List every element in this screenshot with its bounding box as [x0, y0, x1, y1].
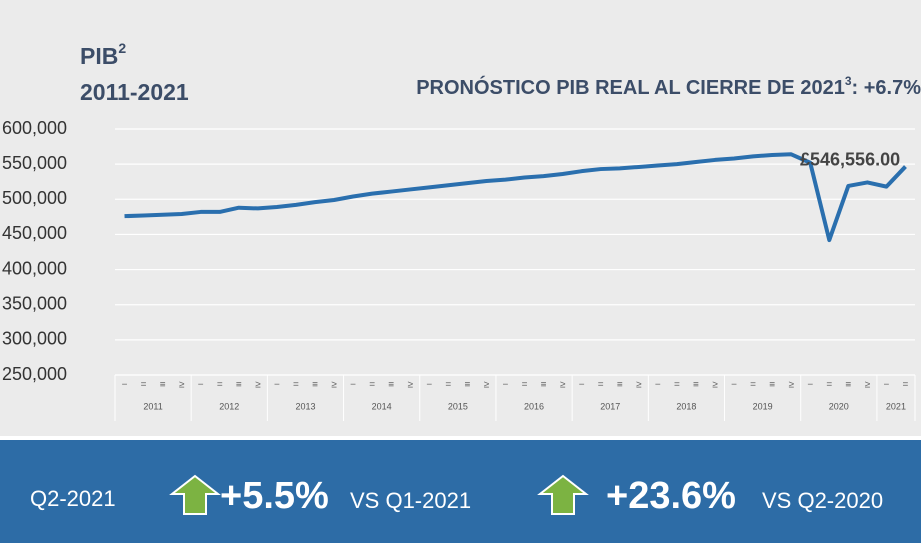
x-tick-label: ≡	[388, 380, 394, 391]
x-tick-label: ≡	[160, 380, 166, 391]
year-label: 2013	[295, 401, 315, 411]
y-tick-label: 500,000	[2, 188, 67, 208]
line	[124, 152, 907, 243]
footer-period: Q2-2021	[30, 486, 116, 511]
y-tick-label: 600,000	[2, 118, 67, 138]
x-tick-label: −	[503, 380, 509, 391]
annotation: PRONÓSTICO PIB REAL AL CIERRE DE 20213: …	[416, 74, 921, 99]
x-tick-label: ≥	[484, 380, 490, 391]
x-tick-label: −	[350, 380, 356, 391]
x-tick-label: ≥	[560, 380, 566, 391]
chart-subtitle: 2011-2021	[80, 79, 189, 105]
year-label: 2014	[372, 401, 392, 411]
footer-vs: VS Q1-2021	[350, 488, 471, 513]
x-tick-label: ≡	[312, 380, 318, 391]
x-tick-label: =	[293, 380, 299, 391]
y-tick-label: 400,000	[2, 258, 67, 278]
x-tick-label: ≡	[464, 380, 470, 391]
footer-change: +23.6%	[606, 475, 736, 517]
x-tick-label: −	[274, 380, 280, 391]
x-tick-label: −	[807, 380, 813, 391]
annotation-value: : +6.7%	[852, 77, 921, 99]
x-tick-label: ≡	[693, 380, 699, 391]
y-tick-label: 550,000	[2, 153, 67, 173]
footer-band	[0, 440, 921, 543]
up-arrow	[169, 474, 221, 515]
x-tick-label: =	[826, 380, 832, 391]
x-tick-label: =	[522, 380, 528, 391]
x-tick-label: −	[884, 380, 890, 391]
title-sup: 2	[118, 40, 126, 56]
year-label: 2016	[524, 401, 544, 411]
x-tick-label: ≥	[636, 380, 642, 391]
x-tick-label: −	[731, 380, 737, 391]
y-tick-label: 300,000	[2, 329, 67, 349]
x-tick-label: ≡	[541, 380, 547, 391]
chart-title: PIB	[80, 43, 118, 69]
year-label: 2020	[829, 401, 849, 411]
annotation-sup: 3	[845, 74, 852, 88]
x-tick-label: −	[122, 380, 128, 391]
up-arrow	[537, 474, 589, 515]
y-tick-label: 350,000	[2, 293, 67, 313]
plot: 250,000 300,000 350,000 400,000 450,000 500,0…	[2, 118, 916, 421]
x-tick-label: =	[141, 380, 147, 391]
x-tick-label: ≥	[788, 380, 794, 391]
chart-title-group: PIB2	[80, 40, 126, 69]
y-tick-label: 450,000	[2, 223, 67, 243]
x-tick-label: =	[445, 380, 451, 391]
x-tick-label: ≡	[617, 380, 623, 391]
footer-change: +5.5%	[220, 475, 329, 517]
data-label: £546,556.00	[800, 149, 900, 169]
y-tick-label: 250,000	[2, 364, 67, 384]
year-label: 2018	[676, 401, 696, 411]
chart-panel	[0, 0, 921, 436]
annotation-text: PRONÓSTICO PIB REAL AL CIERRE DE 2021	[416, 75, 845, 99]
x-tick-label: ≥	[255, 380, 261, 391]
x-tick-label: ≥	[712, 380, 718, 391]
x-tick-label: ≡	[769, 380, 775, 391]
x-tick-label: −	[426, 380, 432, 391]
year-label: 2019	[753, 401, 773, 411]
x-tick-label: −	[579, 380, 585, 391]
year-label: 2021	[886, 401, 906, 411]
x-tick-label: ≡	[236, 380, 242, 391]
x-tick-label: =	[674, 380, 680, 391]
x-tick-label: −	[198, 380, 204, 391]
x-tick-label: ≥	[865, 380, 871, 391]
x-tick-label: ≥	[331, 380, 337, 391]
year-label: 2017	[600, 401, 620, 411]
year-label: 2015	[448, 401, 468, 411]
x-tick-label: −	[655, 380, 661, 391]
year-label: 2011	[143, 401, 162, 411]
x-tick-label: =	[598, 380, 604, 391]
footer-vs: VS Q2-2020	[762, 488, 883, 513]
x-tick-label: ≥	[179, 380, 185, 391]
x-tick-label: ≡	[845, 380, 851, 391]
x-tick-label: =	[903, 380, 909, 391]
x-tick-label: ≥	[407, 380, 413, 391]
x-tick-label: =	[750, 380, 756, 391]
x-tick-label: =	[217, 380, 223, 391]
x-tick-label: =	[369, 380, 375, 391]
year-label: 2012	[219, 401, 239, 411]
